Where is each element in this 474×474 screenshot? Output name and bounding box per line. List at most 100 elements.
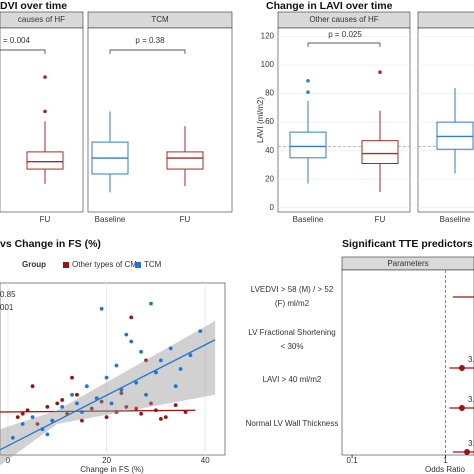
point [55, 401, 60, 406]
estimate [458, 405, 465, 411]
point [124, 332, 129, 337]
row-label: < 30% [281, 342, 304, 351]
box [26, 151, 64, 170]
x-axis-label: Odds Ratio [425, 465, 466, 474]
estimate-note: 3. [468, 395, 474, 404]
point [183, 410, 188, 414]
point [70, 375, 74, 380]
y-axis-label: LAVI (ml/m2) [256, 97, 265, 143]
legend-swatch [63, 262, 69, 268]
point [163, 415, 168, 420]
y-tick-label: 40 [265, 146, 274, 155]
estimate-note: 3. [468, 439, 474, 448]
point [134, 380, 139, 385]
plot-panel [0, 282, 226, 456]
y-tick-label: 120 [261, 32, 275, 41]
point [75, 401, 79, 406]
estimate [458, 365, 465, 371]
legend-title: Group [22, 260, 46, 269]
point [149, 301, 153, 306]
point [124, 404, 129, 409]
facet-label: causes of HF [18, 15, 65, 24]
x-tick-label: 0.1 [347, 456, 359, 465]
point [109, 401, 114, 406]
point [139, 349, 144, 354]
box [289, 131, 327, 159]
bracket [0, 49, 46, 54]
point [70, 392, 74, 397]
point [144, 392, 148, 397]
point [89, 406, 94, 411]
point [60, 398, 65, 402]
x-tick-label: Baseline [293, 215, 324, 224]
point [198, 329, 203, 334]
row-label: Normal LV Wall Thickness [246, 419, 339, 428]
outlier [43, 75, 47, 79]
x-tick-label: Baseline [95, 215, 126, 224]
x-tick-label: FU [375, 215, 386, 224]
facet-label: TCM [151, 15, 169, 24]
y-tick-label: 20 [265, 174, 274, 183]
p-value: p = 0.38 [135, 36, 165, 45]
outlier [306, 90, 310, 94]
point [80, 418, 84, 423]
box [361, 140, 399, 165]
row-label: LAVI > 40 ml/m2 [263, 375, 322, 384]
point [168, 346, 173, 351]
point [154, 370, 158, 375]
confidence-band [0, 320, 216, 466]
box [166, 151, 204, 170]
plot-panel [341, 269, 474, 456]
point [35, 422, 40, 426]
point [173, 403, 178, 408]
box [436, 121, 474, 150]
point [45, 432, 50, 437]
y-tick-label: 60 [265, 117, 274, 126]
fit-line [0, 409, 196, 413]
point [15, 415, 20, 420]
point [30, 384, 35, 389]
x-tick-label: FU [40, 215, 51, 224]
panel-title: Change in LAVI over time [266, 0, 393, 12]
bracket [307, 42, 381, 47]
point [104, 415, 109, 420]
point [30, 415, 35, 420]
facet-label: Other causes of HF [309, 15, 378, 24]
panel-title: Significant TTE predictors for [342, 238, 474, 250]
x-tick-label: 1 [443, 456, 448, 465]
x-tick-label: 40 [201, 456, 210, 465]
y-tick-label: 0 [270, 203, 275, 212]
point [178, 367, 183, 371]
x-tick-label: 0 [6, 456, 11, 465]
x-tick-label: FU [180, 215, 191, 224]
row-label: LV Fractional Shortening [248, 328, 335, 337]
point [104, 375, 109, 380]
point [134, 406, 139, 411]
point [119, 391, 124, 395]
point [149, 401, 153, 406]
point [60, 404, 65, 409]
point [80, 410, 84, 414]
row-label: (F) ml/m2 [275, 299, 310, 308]
point [20, 411, 25, 416]
panel-title: DVI over time [0, 0, 67, 12]
legend-label: TCM [144, 260, 162, 269]
point [84, 384, 89, 389]
plot-panel [0, 27, 84, 213]
point [144, 358, 148, 363]
point [10, 435, 15, 440]
header-label: Parameters [387, 259, 428, 268]
bracket [109, 49, 186, 54]
point [20, 422, 25, 426]
plot-panel [87, 27, 233, 213]
point [45, 404, 50, 409]
outlier [43, 109, 47, 114]
facet-strip [417, 11, 474, 29]
point [158, 416, 163, 421]
legend-swatch [135, 262, 141, 268]
annotation: 001 [0, 303, 14, 312]
point [75, 392, 79, 397]
point [158, 358, 163, 363]
legend-label: Other types of CM [72, 260, 137, 269]
